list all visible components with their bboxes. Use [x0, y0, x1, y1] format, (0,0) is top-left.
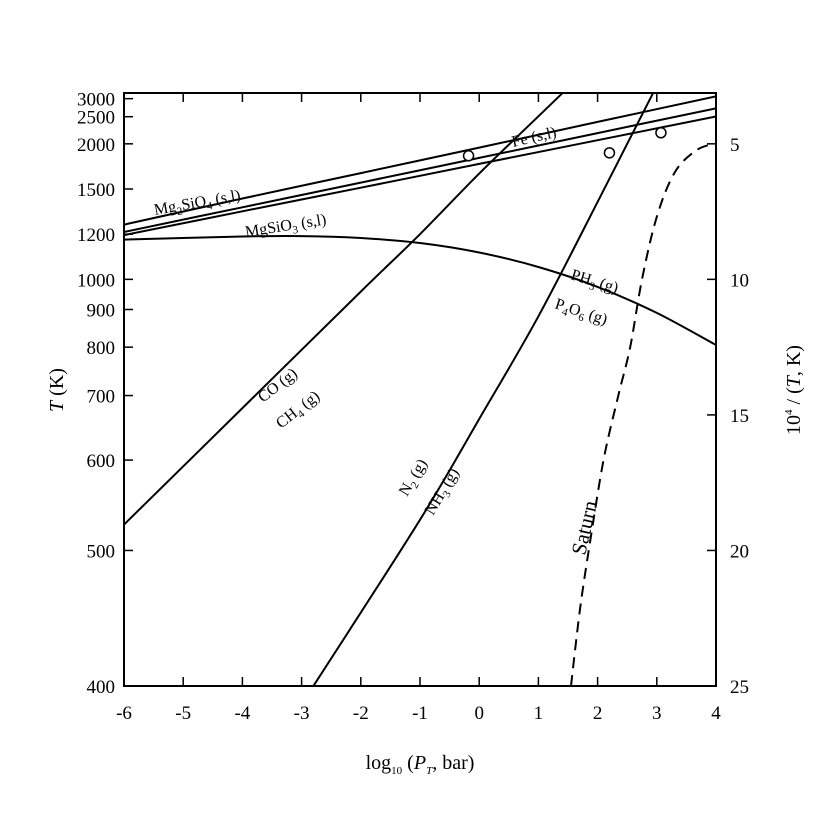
curve-group: [124, 93, 716, 686]
curve-co_ch4: [124, 93, 565, 526]
y-tick-label-left: 1200: [77, 225, 115, 246]
intersection-marker: [462, 150, 475, 162]
x-tick-label: 0: [474, 703, 484, 724]
intersection-marker: [603, 147, 616, 159]
x-axis-title: log10 (PT, bar): [366, 752, 475, 777]
x-tick-label: -6: [116, 703, 132, 724]
label-co: CO (g): [255, 365, 301, 406]
x-tick-label: -5: [175, 703, 191, 724]
label-ch4: CH4 (g): [273, 388, 325, 435]
label-ph3: PH3 (g): [568, 267, 620, 300]
y-tick-label-left: 800: [87, 338, 116, 359]
x-tick-label: -3: [294, 703, 310, 724]
x-tick-label: -1: [412, 703, 428, 724]
y-axis-right-title: 104 / (T, K): [783, 345, 805, 435]
tick-group: -6 -5 -4 -3 -2 -1 0 1 2 3 4 400 500 600 700 800 900 1000 1…: [77, 90, 749, 724]
curve-ph3_p4o6: [124, 234, 716, 346]
intersection-marker: [655, 127, 667, 139]
y-tick-label-left: 400: [87, 677, 116, 698]
y-tick-label-left: 1500: [77, 180, 115, 201]
x-tick-label: 4: [711, 703, 721, 724]
label-mg2sio4: Mg2SiO4 (s,l): [153, 187, 243, 222]
curve-fe: [124, 95, 716, 226]
x-tick-label: -4: [234, 703, 250, 724]
x-tick-label: 1: [534, 703, 544, 724]
y-tick-label-left: 900: [87, 300, 116, 321]
x-tick-label: 3: [652, 703, 662, 724]
x-tick-label: 2: [593, 703, 603, 724]
label-nh3: NH3 (g): [422, 465, 466, 519]
marker-group: [462, 127, 667, 162]
y-tick-label-left: 2000: [77, 135, 115, 156]
y-tick-label-right: 20: [730, 541, 749, 562]
y-axis-left-title: T (K): [46, 368, 68, 412]
label-p4o6: P4O6 (g): [552, 296, 610, 332]
y-tick-label-left: 2500: [77, 108, 115, 129]
plot-frame: [123, 92, 717, 687]
y-tick-label-right: 15: [730, 406, 749, 427]
y-tick-label-right: 25: [730, 677, 749, 698]
y-tick-label-left: 500: [87, 541, 116, 562]
curve-mgsio3: [124, 115, 716, 237]
y-tick-label-left: 700: [87, 387, 116, 408]
label-n2: N2 (g): [396, 456, 434, 500]
curve-saturn: [570, 142, 714, 686]
y-tick-label-left: 600: [87, 451, 116, 472]
y-tick-label-right: 5: [730, 135, 740, 156]
y-tick-label-right: 10: [730, 270, 749, 291]
curve-n2_nh3: [312, 93, 655, 686]
label-saturn: Saturn: [566, 498, 602, 557]
y-tick-label-left: 3000: [77, 90, 115, 111]
y-tick-label-left: 1000: [77, 270, 115, 291]
label-mgsio3: MgSiO3 (s,l): [244, 211, 328, 244]
x-tick-label: -2: [353, 703, 369, 724]
curve-mg2sio4: [124, 107, 716, 233]
